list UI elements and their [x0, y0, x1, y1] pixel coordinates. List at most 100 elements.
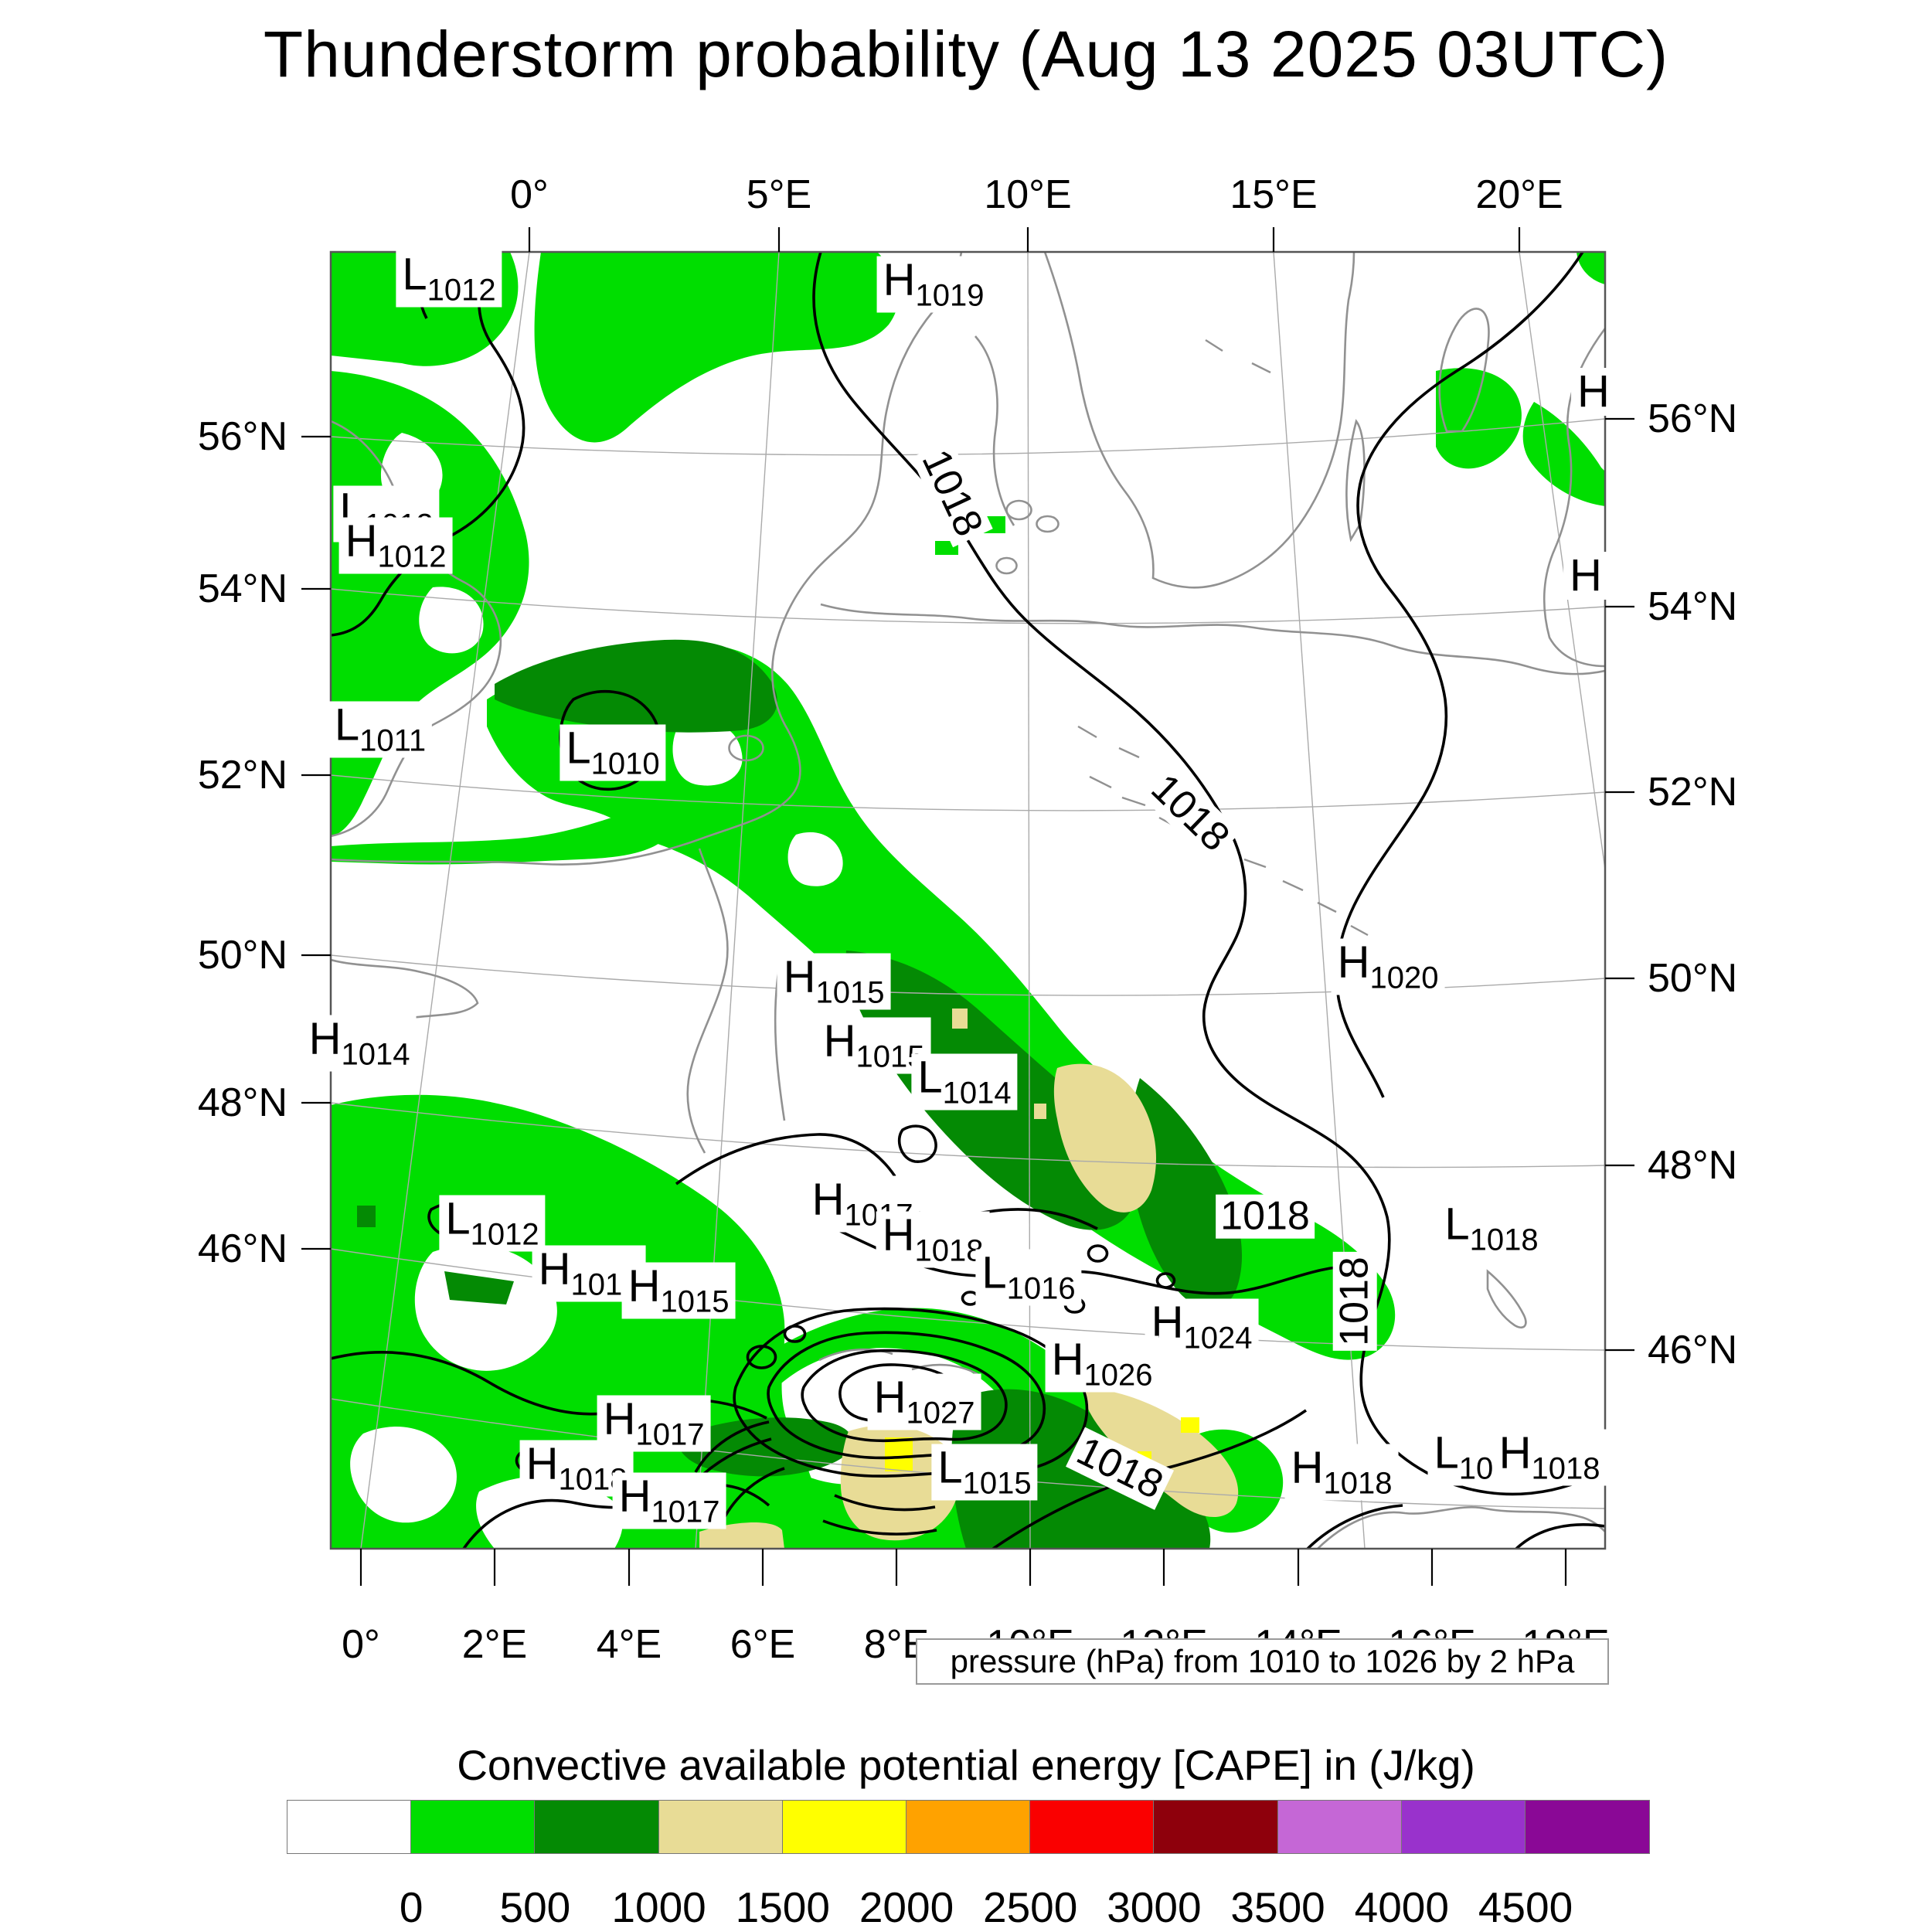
axis-tick-label-top: 15°E — [1230, 172, 1318, 217]
axis-tick-label-bottom: 0° — [342, 1622, 380, 1667]
pressure-letter: H — [811, 1174, 845, 1225]
axis-tick-label-right: 48°N — [1648, 1143, 1738, 1188]
pressure-value: 1012 — [470, 1217, 539, 1252]
pressure-center-label: H1015 — [621, 1260, 736, 1319]
isobar-value-label: 1018 — [1332, 1252, 1377, 1351]
pressure-letter: L — [917, 1052, 943, 1103]
colorbar-tick-label: 1000 — [611, 1883, 706, 1931]
pressure-value: 1019 — [915, 278, 985, 313]
pressure-center-label: H1012 — [338, 517, 453, 574]
pressure-value: 1010 — [590, 747, 660, 781]
colorbar-cell — [905, 1800, 1032, 1854]
axis-tick-label-top: 20°E — [1475, 172, 1563, 217]
colorbar-tick-label: 3000 — [1107, 1883, 1202, 1931]
pressure-value: 1011 — [359, 723, 427, 758]
colorbar-tick-label: 2000 — [859, 1883, 954, 1931]
colorbar-tick-label: 500 — [499, 1883, 571, 1931]
axis-tick-label-right: 46°N — [1648, 1328, 1738, 1372]
pressure-center-label: H1018 — [1284, 1442, 1399, 1501]
colorbar-cell — [1524, 1800, 1651, 1854]
axis-ticks — [301, 227, 1634, 1586]
pressure-value: 1014 — [942, 1076, 1012, 1111]
pressure-letter: H — [308, 1013, 342, 1064]
pressure-center-label: H1019 — [876, 254, 991, 313]
pressure-center-label: L1018 — [1438, 1199, 1545, 1257]
pressure-letter: H — [1577, 366, 1610, 417]
pressure-letter: L — [1434, 1427, 1459, 1478]
pressure-center-label: H1015 — [777, 951, 891, 1010]
pressure-value: 1014 — [341, 1037, 410, 1072]
pressure-center-label: H — [1571, 368, 1616, 416]
colorbar-cell — [658, 1800, 784, 1854]
pressure-letter: H — [618, 1471, 651, 1522]
pressure-value: 1018 — [914, 1233, 984, 1268]
pressure-center-label: H1026 — [1045, 1335, 1159, 1393]
cape-field-yellow — [885, 1417, 1199, 1471]
colorbar-tick-label: 2500 — [983, 1883, 1078, 1931]
colorbar-tick-label: 1500 — [735, 1883, 830, 1931]
axis-tick-label-left: 54°N — [197, 566, 287, 611]
pressure-center-label: H1018 — [1492, 1427, 1607, 1486]
pressure-letter: H — [882, 1209, 915, 1260]
axis-tick-label-left: 50°N — [197, 933, 287, 978]
axis-tick-label-bottom: 6°E — [730, 1622, 796, 1667]
pressure-value: 1012 — [377, 539, 447, 574]
pressure-letter: H — [538, 1243, 571, 1294]
colorbar-cell — [1029, 1800, 1155, 1854]
axis-tick-label-left: 52°N — [197, 753, 287, 798]
pressure-center-label: H1018 — [519, 1440, 634, 1497]
pressure-value: 1017 — [651, 1495, 720, 1529]
pressure-letter: H — [603, 1393, 636, 1444]
pressure-value: 1020 — [1369, 961, 1439, 995]
isobar-value-label: 1018 — [1216, 1194, 1315, 1239]
pressure-value: 1018 — [1323, 1466, 1393, 1501]
pressure-letter: L — [402, 249, 427, 300]
pressure-center-label: L1014 — [911, 1052, 1018, 1111]
pressure-value: 1018 — [1531, 1451, 1600, 1486]
colorbar-cell — [286, 1800, 413, 1854]
page-title: Thunderstorm probability (Aug 13 2025 03… — [263, 18, 1669, 90]
pressure-center-label: H1017 — [597, 1393, 711, 1452]
pressure-value: 1016 — [1006, 1271, 1076, 1306]
pressure-letter: H — [883, 254, 916, 305]
axis-tick-label-left: 48°N — [197, 1080, 287, 1125]
pressure-letter: H — [628, 1260, 661, 1311]
axis-tick-label-right: 50°N — [1648, 956, 1738, 1001]
pressure-letter: H — [1498, 1427, 1532, 1478]
pressure-letter: H — [783, 951, 816, 1002]
colorbar-tick-label: 4500 — [1478, 1883, 1573, 1931]
axis-tick-label-top: 5°E — [746, 172, 812, 217]
axis-tick-label-bottom: 4°E — [596, 1622, 662, 1667]
axis-tick-label-top: 10°E — [984, 172, 1072, 217]
colorbar-cell — [410, 1800, 536, 1854]
pressure-center-label: L1016 — [975, 1247, 1082, 1306]
pressure-letter: L — [1444, 1199, 1470, 1250]
axis-tick-label-left: 46°N — [197, 1226, 287, 1271]
pressure-letter: H — [1337, 937, 1370, 988]
pressure-letter: L — [937, 1442, 963, 1493]
pressure-value: 1015 — [660, 1284, 730, 1319]
pressure-letter: L — [334, 699, 360, 750]
axis-tick-label-bottom: 2°E — [461, 1622, 528, 1667]
pressure-center-label: H1014 — [302, 1013, 417, 1072]
pressure-value: 1015 — [815, 975, 885, 1010]
axis-tick-label-right: 52°N — [1648, 770, 1738, 815]
colorbar-cell — [781, 1800, 907, 1854]
colorbar-tick-label: 3500 — [1230, 1883, 1325, 1931]
map-frame — [301, 227, 1634, 1586]
pressure-letter: H — [873, 1372, 906, 1423]
pressure-value: 1012 — [427, 273, 496, 308]
pressure-letter: L — [566, 723, 591, 774]
pressure-letter: H — [1291, 1442, 1324, 1493]
pressure-value: 1027 — [906, 1396, 975, 1430]
colorbar-tick-label: 0 — [399, 1883, 423, 1931]
pressure-letter: H — [1570, 550, 1602, 600]
pressure-center-label: L1012 — [439, 1195, 546, 1252]
pressure-value: 1015 — [962, 1466, 1032, 1501]
axis-tick-label-right: 56°N — [1648, 396, 1738, 441]
pressure-letter: L — [981, 1247, 1007, 1298]
colorbar-title: Convective available potential energy [C… — [457, 1741, 1475, 1789]
pressure-center-label: L1015 — [931, 1442, 1038, 1501]
pressure-center-label: H1027 — [867, 1372, 981, 1430]
